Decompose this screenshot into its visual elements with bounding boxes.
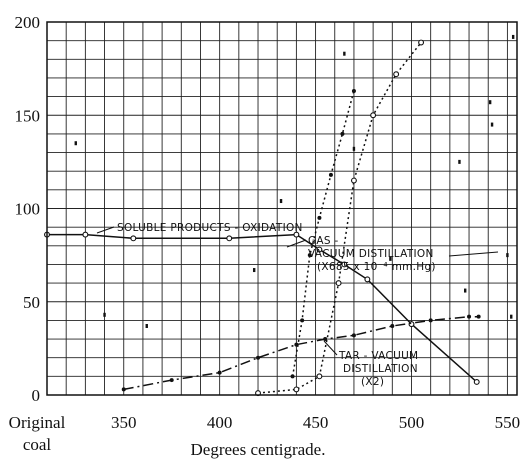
data-point <box>290 374 295 379</box>
data-point <box>364 276 371 283</box>
data-point <box>467 314 472 319</box>
data-point <box>393 71 400 78</box>
data-point <box>316 246 323 253</box>
scatter-point <box>145 323 148 328</box>
data-point <box>217 370 222 375</box>
series-annotations: SOLUBLE PRODUCTS - OXIDATION GAS -VACUUM … <box>96 222 499 388</box>
y-tick-label: 0 <box>32 386 41 405</box>
x-tick-label: 500 <box>399 413 425 432</box>
data-point <box>300 318 305 323</box>
data-point <box>428 318 433 323</box>
data-point <box>335 280 342 287</box>
oxidation-label-line-1: SOLUBLE PRODUCTS - OXIDATION <box>117 222 303 234</box>
scatter-point <box>488 100 492 105</box>
y-tick-label: 150 <box>15 106 41 125</box>
data-point <box>169 378 174 383</box>
tar-label-line-2: DISTILLATION <box>343 363 418 375</box>
scatter-point <box>103 312 106 317</box>
tar-label-line-1: TAR - VACUUM <box>338 350 418 362</box>
data-point <box>317 215 322 220</box>
x-tick-label: 350 <box>111 413 137 432</box>
tar-leader <box>323 340 338 356</box>
data-point <box>370 112 377 119</box>
y-tick-label: 50 <box>23 293 40 312</box>
data-point <box>293 231 300 238</box>
data-series <box>44 34 515 397</box>
scatter-point <box>510 314 513 319</box>
x-tick-label: 550 <box>495 413 521 432</box>
gas-leader <box>286 239 307 248</box>
data-point <box>341 261 348 268</box>
gas-label-line-2: VACUUM DISTILLATION <box>308 248 434 260</box>
data-point <box>351 89 356 94</box>
data-point <box>121 387 126 392</box>
y-tick-label: 200 <box>15 13 41 32</box>
data-point <box>418 39 425 46</box>
series-line-2 <box>257 42 422 394</box>
data-point <box>323 337 328 342</box>
gas-label-line-3: (X685 x 10⁻⁴ mm.Hg) <box>317 261 436 273</box>
data-point <box>256 355 261 360</box>
x-tick-label-original: Original <box>9 413 66 432</box>
gas-label-line-1: GAS - <box>308 235 339 247</box>
data-point <box>82 231 89 238</box>
plot-frame <box>46 21 518 396</box>
x-tick-label-coal: coal <box>23 435 52 454</box>
data-point <box>307 253 312 258</box>
data-point <box>226 235 233 242</box>
scatter-point <box>506 253 509 258</box>
y-tick-label: 100 <box>15 200 41 219</box>
data-point <box>390 323 395 328</box>
data-point <box>340 131 345 136</box>
gridlines <box>47 22 517 395</box>
series-line-1 <box>47 233 478 383</box>
scatter-point <box>511 34 515 39</box>
data-point <box>293 386 300 393</box>
scatter-point <box>464 288 467 293</box>
x-axis-ticks: Original coal 350 400 450 500 550 <box>9 413 520 454</box>
data-point <box>350 177 357 184</box>
scatter-point <box>389 256 392 261</box>
data-point <box>476 314 481 319</box>
x-axis-title: Degrees centigrade. <box>191 440 326 459</box>
data-point <box>316 373 323 380</box>
data-point <box>130 235 137 242</box>
scatter-point <box>458 159 461 164</box>
scatter-point <box>352 146 356 151</box>
x-tick-label: 400 <box>207 413 233 432</box>
data-point <box>328 172 333 177</box>
y-axis-ticks: 0 50 100 150 200 <box>15 13 41 405</box>
x-tick-label: 450 <box>303 413 329 432</box>
scatter-point <box>74 141 77 146</box>
scatter-point <box>343 51 346 56</box>
tar-label-line-3: (X2) <box>361 376 384 388</box>
scatter-point <box>279 199 283 204</box>
data-point <box>473 378 480 385</box>
oxidation-leader <box>96 226 115 234</box>
scatter-point <box>490 122 494 127</box>
gas-label-tail <box>448 251 499 257</box>
scatter-point <box>252 268 256 273</box>
data-point <box>351 333 356 338</box>
